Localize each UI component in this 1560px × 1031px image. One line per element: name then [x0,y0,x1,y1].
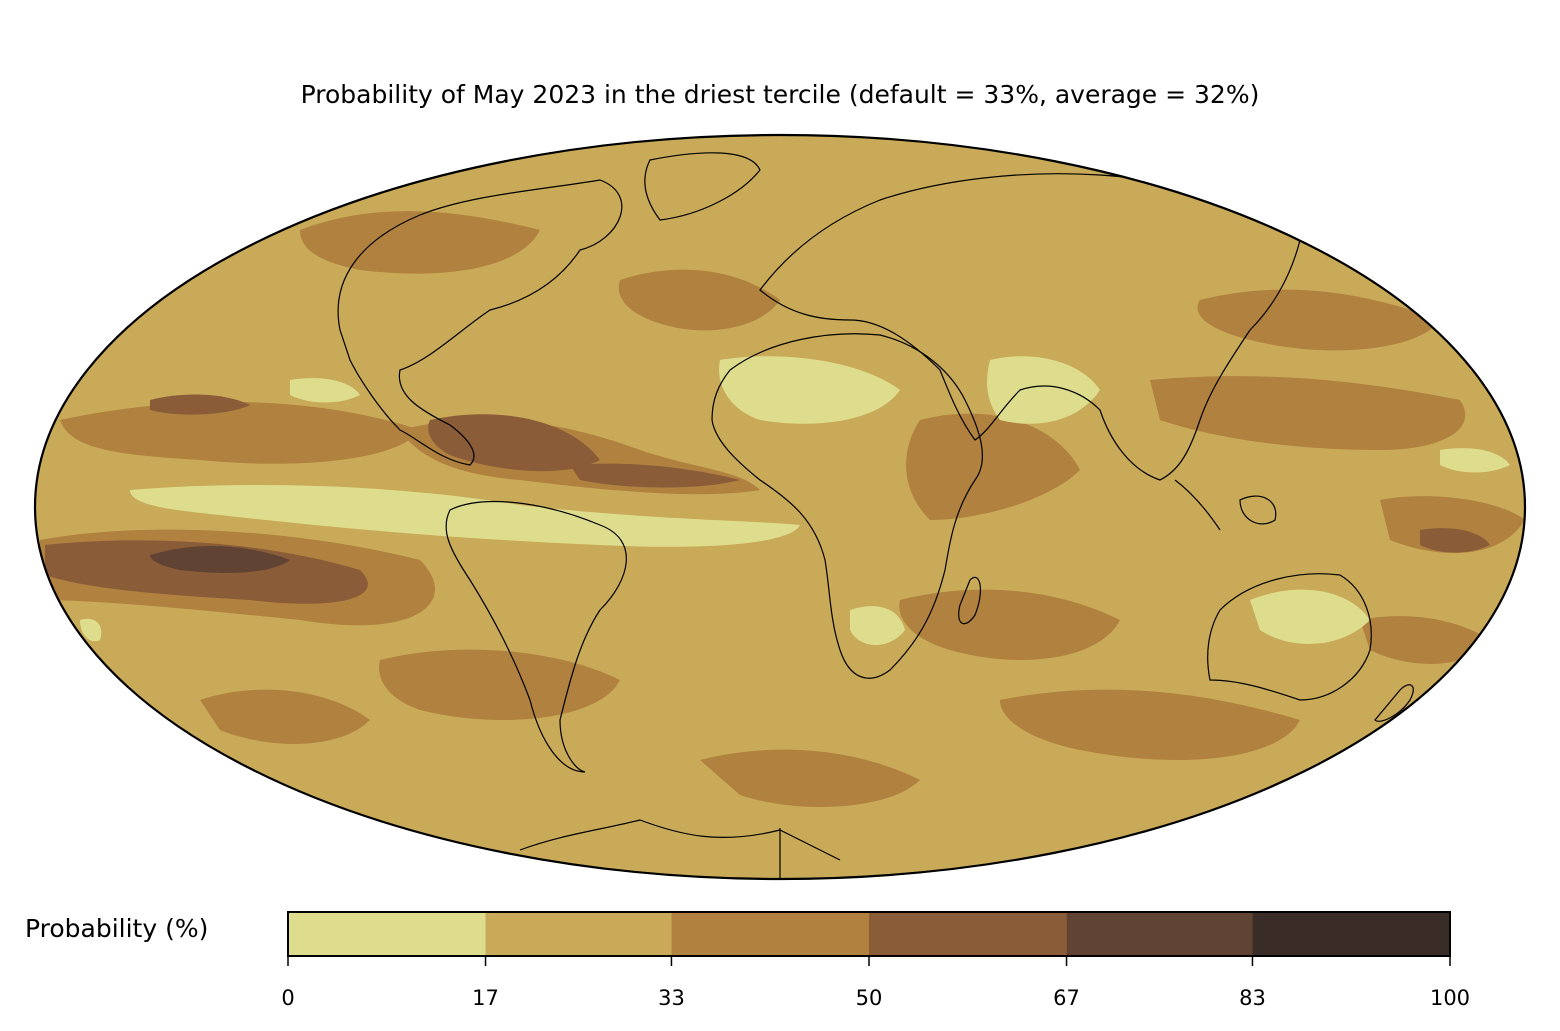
eurasia-outline [759,173,1301,481]
colorbar-tick-label: 67 [1053,986,1080,1010]
new-zealand-outline [1374,684,1414,722]
antarctica-outline [519,819,841,861]
colorbar [287,911,1451,966]
colorbar-tick-label: 83 [1239,986,1266,1010]
madagascar-outline [958,577,982,625]
colorbar-tick-label: 50 [855,986,883,1010]
colorbar-label: Probability (%) [25,914,209,943]
colorbar-tick-label: 100 [1429,986,1471,1010]
north-america-outline [337,179,623,466]
australia-outline [1207,573,1372,701]
colorbar-bin-5 [1252,912,1450,956]
borneo-outline [1239,495,1277,525]
band-33-50 [40,211,1525,807]
probability-field [35,135,1525,879]
band-67-83 [150,545,290,573]
colorbar-bin-4 [1066,912,1253,956]
south-america-outline [445,500,627,773]
colorbar-bin-1 [485,912,672,956]
greenland-outline [644,152,761,221]
colorbar-bin-0 [288,912,486,956]
globe-border [33,133,1527,881]
colorbar-bin-2 [671,912,869,956]
colorbar-tick-label: 0 [281,986,295,1010]
colorbar-tick-label: 33 [658,986,685,1010]
colorbar-tick-label: 17 [472,986,499,1010]
coastlines [337,152,1414,861]
band-0-17 [80,356,1510,645]
map-title: Probability of May 2023 in the driest te… [300,80,1260,109]
colorbar-bin-3 [869,912,1067,956]
sumatra-outline [1174,479,1221,531]
